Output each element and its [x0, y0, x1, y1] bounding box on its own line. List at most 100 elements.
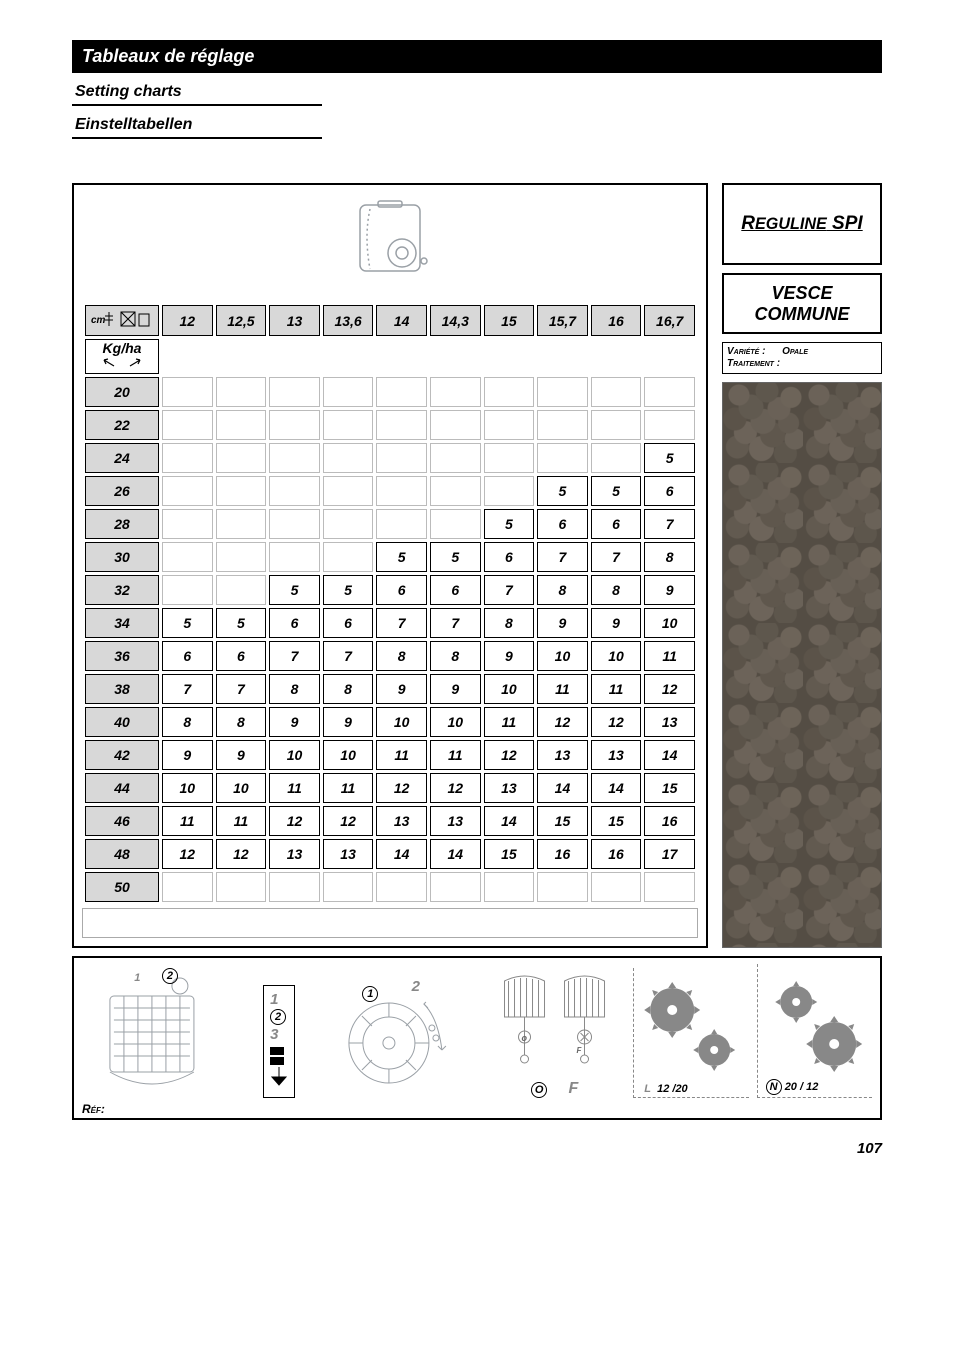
row-header: 30	[85, 542, 159, 572]
chart-cell: 5	[430, 542, 481, 572]
chart-cell	[216, 509, 267, 539]
chart-cell: 7	[644, 509, 695, 539]
crop-line1: VESCE	[771, 283, 832, 303]
chart-cell	[430, 410, 481, 440]
chart-cell	[484, 476, 535, 506]
row-header: 26	[85, 476, 159, 506]
chart-cell: 5	[644, 443, 695, 473]
variety-value: Opale	[782, 346, 808, 357]
chart-cell: 11	[376, 740, 427, 770]
chart-cell	[537, 443, 588, 473]
chart-cell: 12	[591, 707, 642, 737]
chart-cell: 7	[162, 674, 213, 704]
diagram-shutter: 1 2	[82, 968, 236, 1098]
chart-cell	[323, 443, 374, 473]
chart-cell: 10	[591, 641, 642, 671]
chart-cell	[376, 509, 427, 539]
col-header: 15	[484, 305, 535, 336]
chart-cell	[216, 377, 267, 407]
side-column: REGULINE SPI VESCE COMMUNE Variété : Opa…	[722, 183, 882, 948]
blank-footer-row	[82, 908, 698, 938]
chart-cell: 8	[376, 641, 427, 671]
chart-cell	[216, 476, 267, 506]
col-header: 12	[162, 305, 213, 336]
ref-label: Réf:	[82, 1098, 872, 1116]
chart-cell: 9	[591, 608, 642, 638]
chart-cell: 5	[376, 542, 427, 572]
chart-cell: 13	[269, 839, 320, 869]
chart-cell: 15	[644, 773, 695, 803]
chart-cell: 6	[376, 575, 427, 605]
metering-unit-icon	[82, 191, 698, 302]
chart-cell: 12	[484, 740, 535, 770]
chart-cell: 16	[537, 839, 588, 869]
chart-cell: 15	[484, 839, 535, 869]
corner-header: cm	[85, 305, 159, 336]
chart-cell: 9	[376, 674, 427, 704]
row-header: 42	[85, 740, 159, 770]
heading-de: Einstelltabellen	[72, 110, 322, 139]
chart-cell: 6	[591, 509, 642, 539]
svg-text:o: o	[522, 1033, 528, 1043]
chart-cell	[216, 410, 267, 440]
product-name: REGULINE SPI	[741, 213, 862, 234]
chart-cell: 10	[537, 641, 588, 671]
chart-cell: 10	[323, 740, 374, 770]
row-header: 38	[85, 674, 159, 704]
chart-cell: 5	[591, 476, 642, 506]
chart-cell: 6	[644, 476, 695, 506]
chart-cell: 8	[591, 575, 642, 605]
chart-cell	[484, 443, 535, 473]
chart-cell: 7	[484, 575, 535, 605]
chart-cell	[323, 377, 374, 407]
variety-box: Variété : Opale Traitement :	[722, 342, 882, 374]
chart-cell	[537, 377, 588, 407]
row-header: 32	[85, 575, 159, 605]
chart-cell: 8	[430, 641, 481, 671]
chart-cell: 6	[323, 608, 374, 638]
chart-cell: 14	[430, 839, 481, 869]
chart-cell: 15	[537, 806, 588, 836]
chart-cell: 10	[376, 707, 427, 737]
row-header: 50	[85, 872, 159, 902]
row-header: 48	[85, 839, 159, 869]
chart-cell	[162, 410, 213, 440]
chart-cell	[376, 377, 427, 407]
col-header: 12,5	[216, 305, 267, 336]
setting-chart-table: cm 1212,51313,61414,31515,71616,7	[82, 302, 698, 905]
chart-cell: 10	[162, 773, 213, 803]
diagram-scale: 1 2 3	[244, 985, 315, 1098]
chart-cell: 7	[591, 542, 642, 572]
col-header: 16,7	[644, 305, 695, 336]
row-header: 46	[85, 806, 159, 836]
chart-cell: 12	[216, 839, 267, 869]
chart-cell: 10	[484, 674, 535, 704]
page-number: 107	[72, 1140, 882, 1157]
chart-cell	[430, 443, 481, 473]
chart-cell	[430, 377, 481, 407]
chart-cell	[644, 377, 695, 407]
main-content: cm 1212,51313,61414,31515,71616,7	[72, 183, 882, 948]
heading-fr: Tableaux de réglage	[72, 40, 882, 73]
chart-cell	[644, 410, 695, 440]
chart-cell: 6	[216, 641, 267, 671]
chart-cell: 10	[430, 707, 481, 737]
chart-cell	[484, 872, 535, 902]
chart-cell: 5	[269, 575, 320, 605]
chart-cell	[269, 377, 320, 407]
row-header: 34	[85, 608, 159, 638]
product-name-box: REGULINE SPI	[722, 183, 882, 265]
chart-cell: 17	[644, 839, 695, 869]
chart-cell: 9	[484, 641, 535, 671]
chart-cell: 8	[216, 707, 267, 737]
chart-cell	[216, 443, 267, 473]
chart-cell: 8	[537, 575, 588, 605]
chart-cell: 8	[644, 542, 695, 572]
chart-cell: 11	[323, 773, 374, 803]
crop-line2: COMMUNE	[755, 304, 850, 324]
chart-cell	[376, 476, 427, 506]
svg-text:cm: cm	[91, 315, 106, 326]
diagram-gear-N: N 20 / 12	[757, 964, 872, 1098]
chart-cell: 14	[484, 806, 535, 836]
chart-cell: 9	[216, 740, 267, 770]
